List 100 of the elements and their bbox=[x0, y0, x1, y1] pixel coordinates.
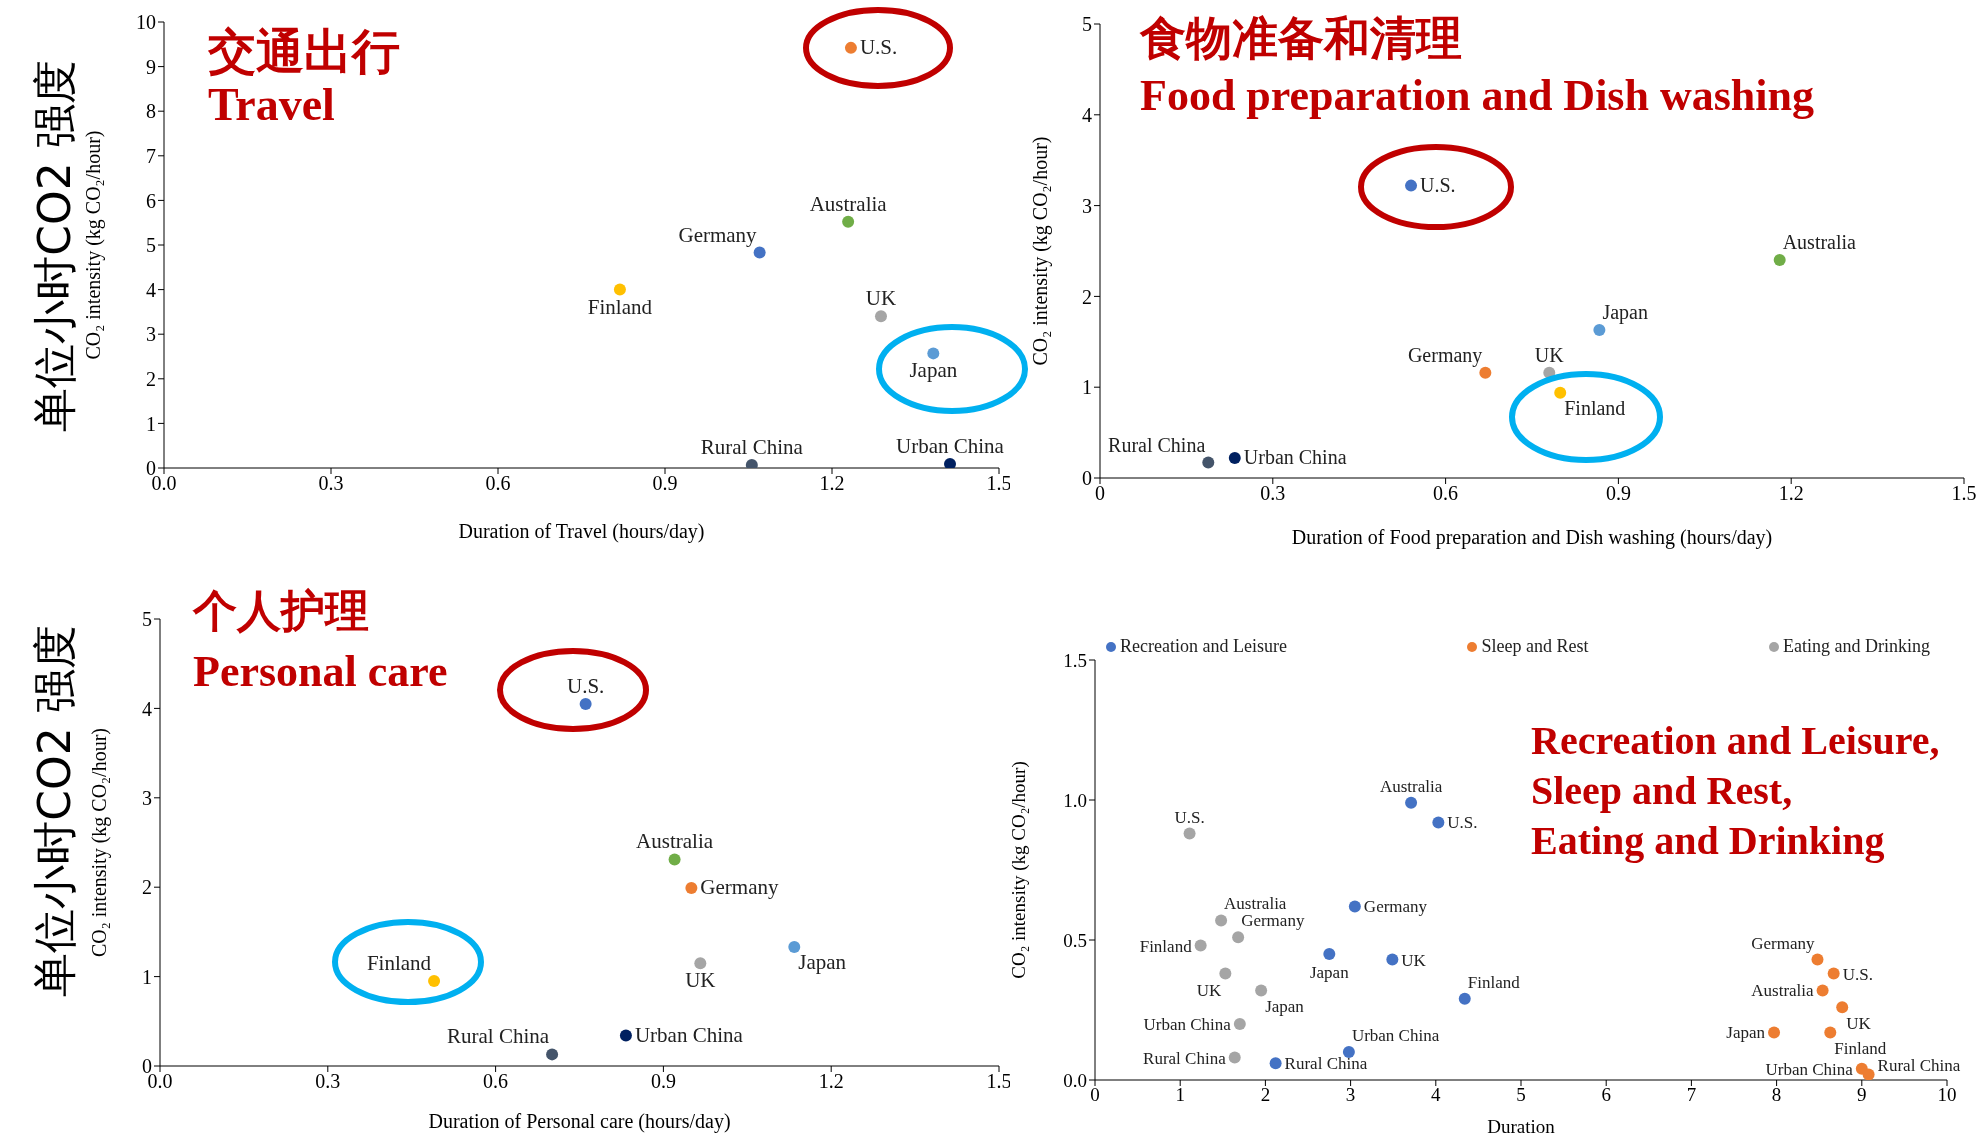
data-label: Finland bbox=[1834, 1039, 1887, 1059]
data-label: Finland bbox=[366, 951, 432, 976]
x-tick-label: 0.6 bbox=[483, 1070, 509, 1093]
x-tick-label: 7 bbox=[1686, 1084, 1697, 1106]
data-label: Germany bbox=[678, 222, 758, 247]
y-tick-label: 5 bbox=[142, 608, 152, 631]
text: 单位小时CO2 强度 bbox=[27, 625, 81, 997]
point bbox=[1219, 967, 1232, 980]
data-label: UK bbox=[1534, 343, 1565, 366]
point bbox=[1816, 984, 1829, 997]
point bbox=[1228, 452, 1241, 465]
y-tick-label: 8 bbox=[146, 100, 156, 123]
point bbox=[1386, 953, 1399, 966]
text: Recreation and Leisure, Sleep and Rest, Eating and Drinking bbox=[1531, 717, 1940, 865]
data-label: U.S. bbox=[859, 34, 898, 59]
point bbox=[1458, 992, 1471, 1005]
point bbox=[1255, 984, 1268, 997]
chart-title: 食物准备和清理 bbox=[1140, 12, 1462, 66]
x-tick-label: 4 bbox=[1431, 1084, 1442, 1106]
y-tick-label: 3 bbox=[146, 323, 156, 346]
point bbox=[788, 941, 801, 954]
data-label: Australia bbox=[1224, 894, 1287, 914]
data-label: UK bbox=[865, 286, 897, 311]
x-tick-label: 0.3 bbox=[318, 472, 344, 495]
y-tick-label: 1.0 bbox=[1063, 789, 1087, 811]
point bbox=[1323, 948, 1336, 960]
x-tick-label: 6 bbox=[1601, 1084, 1611, 1106]
y-tick-label: 0.5 bbox=[1063, 929, 1087, 951]
point bbox=[844, 41, 857, 54]
data-label: Australia bbox=[1751, 981, 1815, 1001]
point bbox=[874, 310, 887, 323]
y-tick-label: 4 bbox=[142, 697, 152, 720]
x-tick-label: 0.3 bbox=[315, 1070, 341, 1093]
point bbox=[1233, 1018, 1246, 1030]
y-tick-label: 7 bbox=[146, 144, 156, 167]
data-label: Japan bbox=[1726, 1023, 1766, 1043]
point bbox=[753, 246, 766, 259]
point bbox=[1269, 1057, 1282, 1070]
data-label: U.S. bbox=[1174, 807, 1205, 827]
text: Personal care bbox=[193, 646, 448, 697]
point bbox=[1479, 366, 1492, 379]
y-tick-label: 1 bbox=[1082, 376, 1092, 399]
legend-label: Eating and Drinking bbox=[1782, 636, 1930, 657]
x-axis-title: Duration bbox=[1487, 1116, 1556, 1137]
point bbox=[944, 457, 957, 468]
x-tick-label: 8 bbox=[1771, 1084, 1782, 1106]
point bbox=[1405, 796, 1418, 809]
point bbox=[1348, 900, 1361, 913]
point bbox=[1836, 1001, 1849, 1014]
chart-title: 交通出行 bbox=[208, 25, 400, 78]
point bbox=[1811, 953, 1824, 966]
data-label: Germany bbox=[1363, 897, 1428, 917]
data-label: U.S. bbox=[1420, 173, 1456, 196]
data-label: Rural China bbox=[700, 434, 804, 459]
x-tick-label: 1.2 bbox=[819, 472, 845, 495]
point bbox=[1593, 324, 1606, 336]
x-tick-label: 3 bbox=[1345, 1084, 1356, 1106]
data-label: Germany bbox=[1407, 343, 1483, 367]
y-tick-label: 1 bbox=[146, 412, 156, 435]
x-tick-label: 1.5 bbox=[1951, 482, 1977, 505]
y-tick-label: 1.5 bbox=[1063, 649, 1087, 671]
y-axis-title: CO₂ intensity (kg CO₂/hour) bbox=[82, 130, 105, 360]
point bbox=[619, 1029, 632, 1042]
point bbox=[1232, 931, 1245, 944]
x-tick-label: 0.9 bbox=[1605, 482, 1631, 505]
text: 单位小时CO2 强度 bbox=[28, 60, 80, 432]
point bbox=[1773, 254, 1786, 267]
point bbox=[428, 975, 441, 988]
point bbox=[1768, 1026, 1781, 1039]
data-label: Finland bbox=[1564, 396, 1626, 419]
point bbox=[1194, 939, 1207, 952]
data-label: Australia bbox=[809, 191, 888, 216]
y-axis-title: CO₂ intensity (kg CO₂/hour) bbox=[1029, 136, 1052, 366]
data-label: Rural China bbox=[1877, 1056, 1961, 1076]
y-tick-label: 9 bbox=[146, 55, 156, 78]
data-label: Japan bbox=[1265, 997, 1305, 1017]
data-label: Finland bbox=[1139, 936, 1193, 956]
data-label: Urban China bbox=[896, 433, 1005, 458]
data-label: Urban China bbox=[1351, 1026, 1440, 1045]
point bbox=[1202, 456, 1215, 469]
data-label: Japan bbox=[909, 358, 958, 383]
data-label: Urban China bbox=[1143, 1015, 1232, 1034]
y-tick-label: 6 bbox=[146, 189, 156, 212]
point bbox=[1862, 1068, 1875, 1080]
point bbox=[1824, 1026, 1837, 1039]
y-tick-label: 10 bbox=[136, 11, 156, 34]
point bbox=[1228, 1051, 1241, 1064]
data-label: Rural China bbox=[1284, 1054, 1368, 1074]
x-axis-title: Duration of Food preparation and Dish washing (hours/day) bbox=[1291, 526, 1773, 549]
x-tick-label: 1.2 bbox=[818, 1070, 844, 1093]
point bbox=[546, 1048, 559, 1061]
x-tick-label: 0.6 bbox=[485, 472, 511, 495]
data-label: U.S. bbox=[1447, 813, 1478, 833]
y-axis-title: CO₂ intensity (kg CO₂/hour) bbox=[88, 728, 111, 957]
point bbox=[685, 882, 698, 895]
data-label: Australia bbox=[636, 829, 714, 854]
x-tick-label: 10 bbox=[1937, 1084, 1957, 1106]
data-label: UK bbox=[685, 968, 716, 993]
data-label: Finland bbox=[587, 294, 653, 319]
data-label: Rural China bbox=[1143, 1048, 1227, 1068]
